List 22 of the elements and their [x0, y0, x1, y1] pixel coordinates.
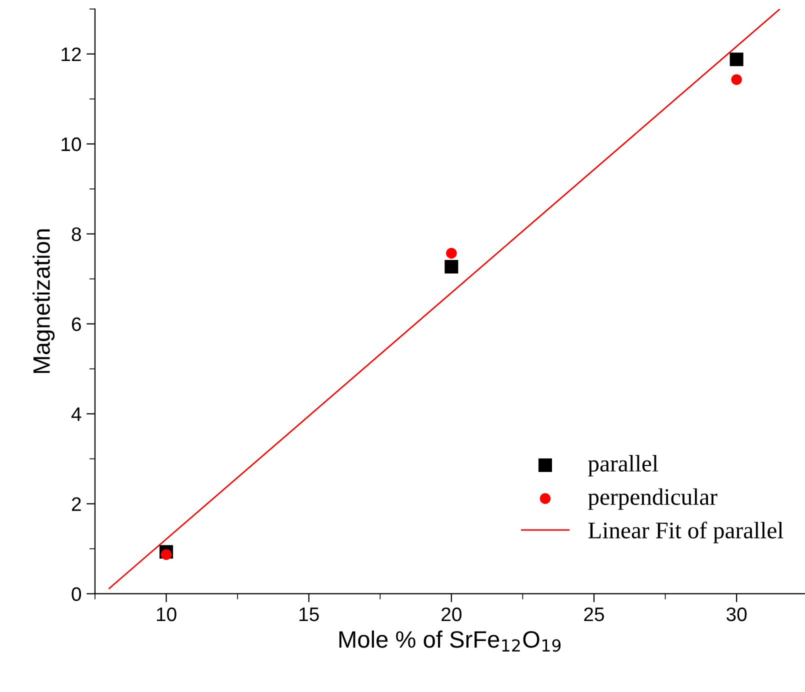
point: [160, 549, 172, 560]
point: [446, 248, 457, 259]
point: [731, 74, 742, 85]
y-tick-label: 4: [71, 407, 82, 421]
y-tick-label: 12: [62, 47, 81, 62]
y-tick-label: 10: [62, 137, 82, 152]
x-tick-label: 15: [300, 608, 319, 622]
y-tick-label: 0: [72, 587, 82, 601]
y-tick-label: 2: [72, 497, 81, 511]
y-tick-label: 8: [72, 227, 81, 242]
point: [730, 52, 744, 66]
legend-label: Linear Fit of parallel: [588, 522, 784, 544]
x-tick-label: 10: [156, 607, 176, 622]
legend-label: perpendicular: [588, 488, 718, 510]
x-tick-label: 25: [584, 607, 604, 622]
point: [444, 260, 458, 274]
y-axis-title: Magnetization: [32, 229, 55, 373]
legend-label: parallel: [588, 455, 658, 476]
x-tick-label: 20: [442, 607, 462, 622]
x-tick-label: 30: [726, 607, 747, 622]
x-axis-title: Mole % of SrFe$_{12}$O$_{19}$: [339, 630, 561, 652]
y-tick-label: 6: [72, 317, 81, 332]
